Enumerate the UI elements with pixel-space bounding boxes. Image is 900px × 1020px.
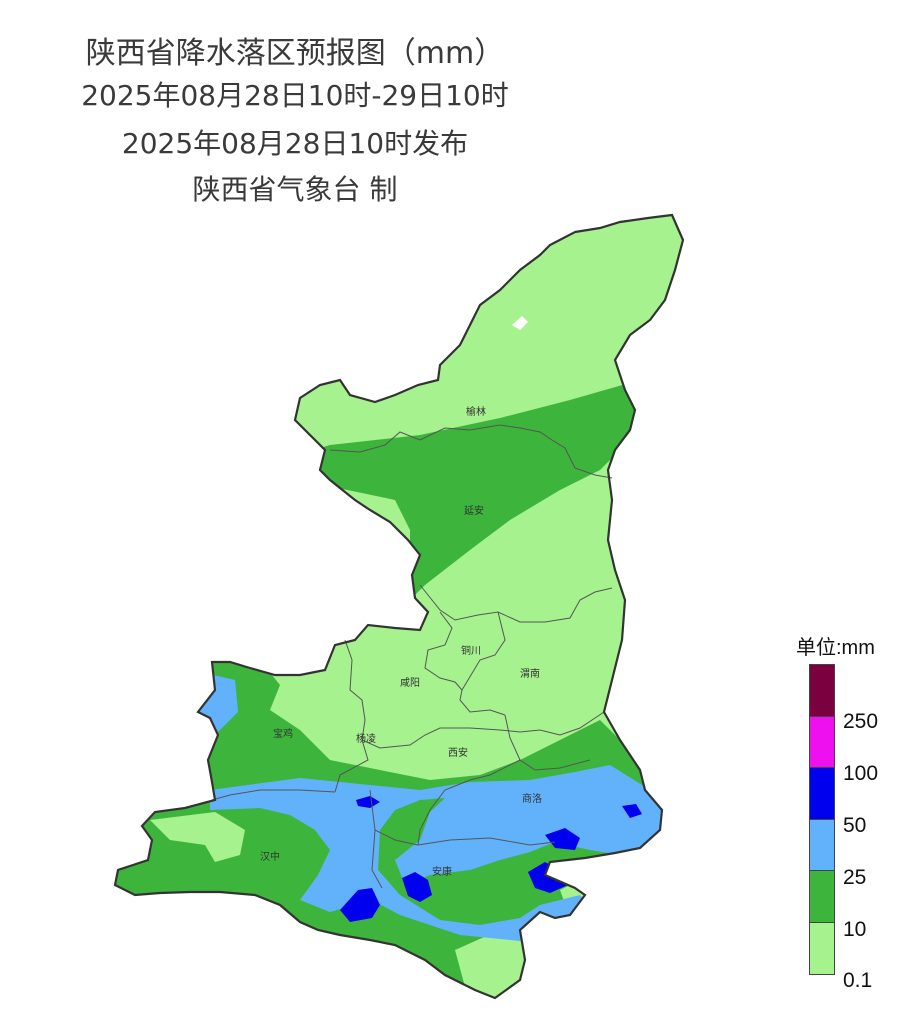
city-label-weinan: 渭南 — [520, 667, 540, 680]
issue-time: 2025年08月28日10时发布 — [121, 127, 469, 160]
legend-colorbar — [809, 664, 835, 975]
forecast-period: 2025年08月28日10时-29日10时 — [81, 79, 509, 112]
legend-label-10: 10 — [843, 918, 867, 941]
city-label-xian: 西安 — [448, 746, 468, 759]
legend-swatch-above-250 — [810, 665, 834, 717]
legend-label-50: 50 — [843, 814, 867, 837]
legend-swatch-50-100 — [810, 768, 834, 820]
city-label-tongchuan: 铜川 — [461, 645, 481, 657]
legend-label-0.1: 0.1 — [843, 969, 873, 992]
city-boundaries — [211, 424, 613, 889]
legend-swatch-25-50 — [810, 819, 834, 871]
legend-swatch-10-25 — [810, 871, 834, 923]
map-title: 陕西省降水落区预报图（mm） — [85, 36, 505, 71]
city-labels: 榆林 延安 铜川 咸阳 渭南 宝鸡 杨凌 西安 商洛 汉中 安康 — [260, 405, 542, 878]
legend-swatch-100-250 — [810, 716, 834, 768]
legend-title: 单位:mm — [796, 637, 875, 659]
city-label-hanzhong: 汉中 — [260, 850, 280, 863]
legend-swatch-0.1-10 — [810, 922, 834, 974]
producer: 陕西省气象台 制 — [192, 173, 398, 206]
city-label-yulin: 榆林 — [466, 405, 486, 418]
city-label-yanan: 延安 — [464, 504, 484, 517]
legend-label-250: 250 — [843, 710, 879, 733]
city-label-ankang: 安康 — [432, 865, 452, 878]
city-label-shangluo: 商洛 — [522, 792, 542, 805]
city-label-yangling: 杨凌 — [356, 732, 376, 745]
city-label-xianyang: 咸阳 — [400, 677, 420, 689]
legend-label-25: 25 — [843, 866, 867, 889]
city-label-baoji: 宝鸡 — [273, 727, 293, 740]
legend-label-100: 100 — [843, 762, 879, 785]
